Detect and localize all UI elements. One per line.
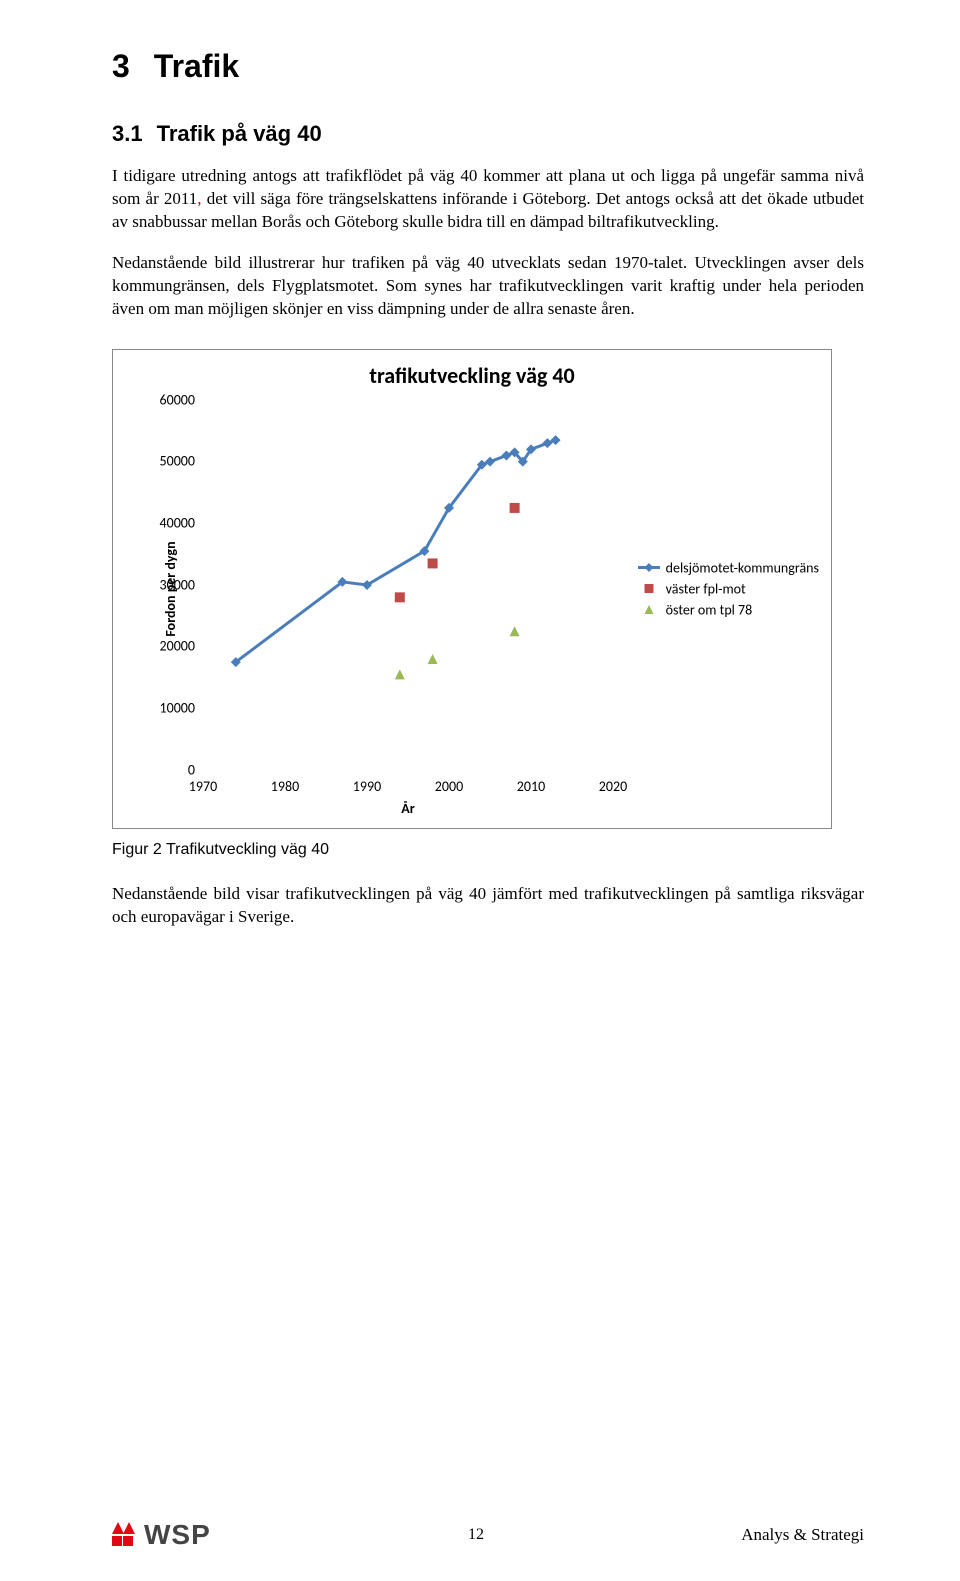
wsp-logo: WSP xyxy=(112,1519,211,1551)
wsp-logo-text: WSP xyxy=(144,1519,211,1551)
chart-legend: delsjömotet-kommungräns väster fpl-mot öst… xyxy=(638,555,819,622)
paragraph-1b: det vill säga före trängselskattens infö… xyxy=(112,189,864,231)
subsection-number: 3.1 xyxy=(112,121,143,146)
y-tick-label: 50000 xyxy=(160,453,195,470)
legend-swatch xyxy=(638,603,660,617)
legend-swatch xyxy=(638,561,660,575)
subsection-heading: 3.1 Trafik på väg 40 xyxy=(112,121,864,147)
chart-title: trafikutveckling väg 40 xyxy=(113,362,831,389)
y-tick-label: 0 xyxy=(188,761,195,778)
x-axis-label: År xyxy=(401,800,414,817)
legend-swatch xyxy=(638,582,660,596)
section-number: 3 xyxy=(112,48,130,84)
x-tick-label: 1980 xyxy=(271,778,299,795)
y-tick-label: 60000 xyxy=(160,391,195,408)
paragraph-1: I tidigare utredning antogs att trafikfl… xyxy=(112,165,864,234)
page: 3 Trafik 3.1 Trafik på väg 40 I tidigare u… xyxy=(0,0,960,1581)
page-footer: WSP 12 Analys & Strategi xyxy=(0,1519,960,1551)
section-title-text: Trafik xyxy=(154,48,239,84)
x-tick-label: 1990 xyxy=(353,778,381,795)
y-tick-label: 30000 xyxy=(160,576,195,593)
wsp-logo-icon xyxy=(112,1522,140,1548)
figure-caption: Figur 2 Trafikutveckling väg 40 xyxy=(112,841,864,859)
x-tick-label: 2020 xyxy=(599,778,627,795)
legend-label: öster om tpl 78 xyxy=(666,601,753,618)
legend-label: väster fpl-mot xyxy=(666,580,746,597)
footer-right-text: Analys & Strategi xyxy=(741,1525,864,1545)
legend-item: väster fpl-mot xyxy=(638,580,819,597)
paragraph-2: Nedanstående bild illustrerar hur trafik… xyxy=(112,252,864,321)
paragraph-3: Nedanstående bild visar trafikutveckling… xyxy=(112,883,864,929)
traffic-chart: trafikutveckling väg 40 Fordon per dygn … xyxy=(112,349,832,829)
subsection-title-text: Trafik på väg 40 xyxy=(157,121,322,146)
section-heading: 3 Trafik xyxy=(112,48,864,85)
chart-svg xyxy=(203,400,613,770)
legend-item: öster om tpl 78 xyxy=(638,601,819,618)
x-tick-label: 2010 xyxy=(517,778,545,795)
page-number: 12 xyxy=(468,1526,484,1544)
y-tick-label: 40000 xyxy=(160,514,195,531)
chart-plot-area: År 0100002000030000400005000060000197019… xyxy=(203,400,613,770)
legend-item: delsjömotet-kommungräns xyxy=(638,559,819,576)
legend-label: delsjömotet-kommungräns xyxy=(666,559,819,576)
y-tick-label: 20000 xyxy=(160,638,195,655)
x-tick-label: 1970 xyxy=(189,778,217,795)
x-tick-label: 2000 xyxy=(435,778,463,795)
y-tick-label: 10000 xyxy=(160,699,195,716)
